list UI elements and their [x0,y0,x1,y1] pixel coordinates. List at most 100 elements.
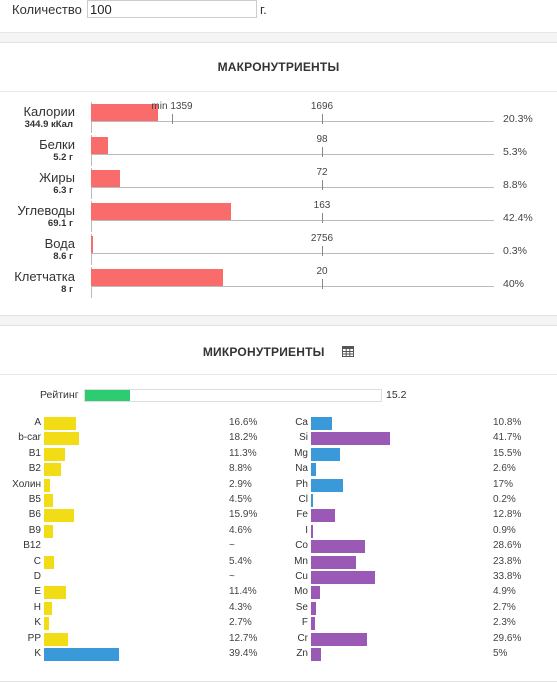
mineral-percent: 2.3% [493,617,516,628]
mineral-row: F 2.3% [0,617,557,631]
vitamin-row: D ~ [0,571,557,585]
vitamin-bar [44,494,53,507]
vitamin-bar [44,525,53,538]
mineral-row: Na 2.6% [0,463,557,477]
macro-bar [91,104,158,121]
mineral-row: Si 41.7% [0,432,557,446]
vitamin-row: B9 4.6% [0,525,557,539]
vitamin-row: E 11.4% [0,586,557,600]
mineral-row: Se 2.7% [0,602,557,616]
vitamin-bar [44,602,52,615]
vitamin-name: B6 [28,509,41,520]
mineral-percent: 12.8% [493,509,522,520]
mineral-name: Mo [294,586,308,597]
vitamin-percent: 2.7% [229,617,252,628]
mineral-percent: 2.6% [493,463,516,474]
mineral-row: Mo 4.9% [0,586,557,600]
mineral-row: Fe 12.8% [0,509,557,523]
macro-percent: 40% [503,278,525,290]
macro-row: Клетчатка 8 г 20 40% [0,266,557,299]
vitamin-percent: ~ [229,571,235,582]
mineral-bar [311,602,316,615]
mineral-name: Si [299,432,308,443]
table-icon[interactable] [342,346,355,360]
macro-norm-label: 20 [316,266,328,277]
micronutrients-card: МИКРОНУТРИЕНТЫ Рейтинг 15.2 A 16.6% b-car 1… [0,325,557,682]
mineral-row: Cu 33.8% [0,571,557,585]
vitamin-bar [44,417,76,430]
vitamin-row: PP 12.7% [0,633,557,647]
mineral-row: Zn 5% [0,648,557,662]
macro-amount: 5.2 г [53,152,73,163]
vitamin-name: B5 [28,494,41,505]
vitamin-bar [44,633,68,646]
mineral-name: I [305,525,308,536]
vitamin-bar [44,463,61,476]
vitamin-row: C 5.4% [0,556,557,570]
vitamin-percent: ~ [229,540,235,551]
mineral-percent: 17% [493,479,514,490]
quantity-unit: г. [260,2,267,17]
macro-baseline [91,253,494,254]
macro-row: Углеводы 69.1 г 163 42.4% [0,200,557,233]
vitamin-percent: 16.6% [229,417,258,428]
vitamin-row: H 4.3% [0,602,557,616]
vitamin-percent: 4.6% [229,525,252,536]
macro-percent: 8.8% [503,179,527,191]
mineral-name: Ph [295,479,308,490]
vitamin-bar [44,432,79,445]
vitamin-percent: 4.5% [229,494,252,505]
mineral-name: Cl [298,494,308,505]
vitamin-name: B9 [28,525,41,536]
macro-norm-tick [322,180,323,190]
rating-track [84,389,382,402]
mineral-name: Zn [296,648,308,659]
macro-row: Вода 8.6 г 2756 0.3% [0,233,557,266]
vitamin-bar [44,509,74,522]
vitamin-row: A 16.6% [0,417,557,431]
vitamin-row: B6 15.9% [0,509,557,523]
macro-baseline [91,286,494,287]
mineral-row: Mg 15.5% [0,448,557,462]
macro-amount: 69.1 г [47,218,73,229]
macro-name: Калории [23,104,75,119]
mineral-percent: 23.8% [493,556,522,567]
rating-value: 15.2 [386,389,407,401]
macro-bar [91,203,231,220]
macro-row: Жиры 6.3 г 72 8.8% [0,167,557,200]
macro-name: Клетчатка [14,269,75,284]
vitamin-bar [44,648,119,661]
macro-amount: 8 г [61,284,73,295]
quantity-label: Количество [12,2,82,17]
macro-norm-tick [322,114,323,124]
macro-baseline [91,187,494,188]
mineral-name: Na [295,463,308,474]
mineral-percent: 0.2% [493,494,516,505]
vitamin-bar [44,586,66,599]
vitamin-row: b-car 18.2% [0,432,557,446]
quantity-input[interactable] [87,0,257,18]
vitamin-row: K 39.4% [0,648,557,662]
vitamin-row: B12 ~ [0,540,557,554]
vitamin-bar [44,556,54,569]
macro-row: Калории 344.9 кКал 1696 20.3% min 1359 [0,101,557,134]
mineral-row: Co 28.6% [0,540,557,554]
mineral-row: Cl 0.2% [0,494,557,508]
vitamin-row: B1 11.3% [0,448,557,462]
micronutrients-title-row: МИКРОНУТРИЕНТЫ [0,345,557,360]
mineral-percent: 15.5% [493,448,522,459]
macronutrients-title: МАКРОНУТРИЕНТЫ [217,60,340,74]
macro-norm-label: 72 [316,167,328,178]
mineral-bar [311,463,316,476]
vitamin-name: B1 [28,448,41,459]
vitamin-percent: 11.3% [229,448,257,459]
macro-norm-label: 98 [316,134,328,145]
mineral-name: Co [295,540,308,551]
vitamin-name: C [33,556,41,567]
mineral-bar [311,633,367,646]
mineral-row: Mn 23.8% [0,556,557,570]
macro-norm-tick [322,147,323,157]
macro-row: Белки 5.2 г 98 5.3% [0,134,557,167]
macro-percent: 20.3% [503,113,533,125]
vitamin-name: B12 [23,540,41,551]
